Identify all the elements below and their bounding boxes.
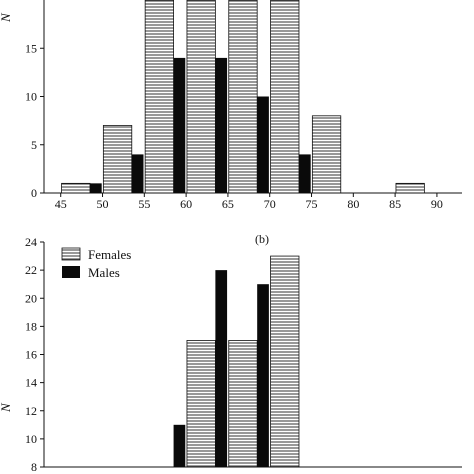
bar-males [173,424,186,467]
bar-males [89,183,102,193]
legend-label-males: Males [88,265,120,280]
x-tick-label: 75 [306,197,318,211]
x-tick-label: 50 [97,197,109,211]
x-tick-label: 90 [431,197,443,211]
x-tick-label: 55 [138,197,150,211]
legend-swatch-females [61,247,81,261]
bar-males [215,270,228,467]
bar-females [144,0,174,194]
panel-a: N 0 5 10 15 45 50 55 60 65 70 75 80 85 90 [0,0,462,211]
bar-females [102,125,133,194]
y-tick-label: 20 [25,291,37,305]
bar-females [228,340,258,468]
bar-males [215,57,228,194]
x-tick-label: 45 [55,197,67,211]
bar-males [298,154,311,193]
y-tick-label: 14 [25,376,37,390]
bar-females [270,255,300,468]
bar-females [270,0,300,194]
panel-b: (b) N Females Males 8 10 12 14 16 18 20 22 24 [0,232,462,474]
y-tick-label: 12 [25,404,37,418]
x-tick-label: 85 [389,197,401,211]
bar-males [131,154,144,193]
y-tick-label: 5 [31,138,37,152]
bar-males [257,284,269,467]
x-tick-label: 60 [180,197,192,211]
y-axis-label-a: N [0,12,13,23]
x-tick-label: 70 [264,197,276,211]
y-tick-label: 16 [25,348,37,362]
legend-label-females: Females [88,247,131,262]
y-tick-label: 8 [31,460,37,474]
y-tick-label: 15 [25,41,37,55]
y-tick-label: 10 [25,90,37,104]
bar-males [257,96,269,193]
y-tick-label: 22 [25,263,37,277]
y-tick-label: 18 [25,319,37,333]
legend: Females Males [61,247,131,280]
y-axis-label-b: N [0,402,13,413]
bar-females [228,0,258,194]
y-tick-label: 0 [31,186,37,200]
y-tick-label: 10 [25,432,37,446]
bar-males [173,57,186,194]
x-tick-label: 65 [222,197,234,211]
panel-label-b: (b) [255,232,269,246]
bar-females [186,340,216,468]
bar-females [395,182,425,194]
x-tick-label: 80 [347,197,359,211]
bar-females [186,0,216,194]
legend-swatch-males [62,266,80,278]
bar-females [311,115,342,194]
bar-females [61,182,91,194]
y-tick-label: 24 [25,235,37,249]
